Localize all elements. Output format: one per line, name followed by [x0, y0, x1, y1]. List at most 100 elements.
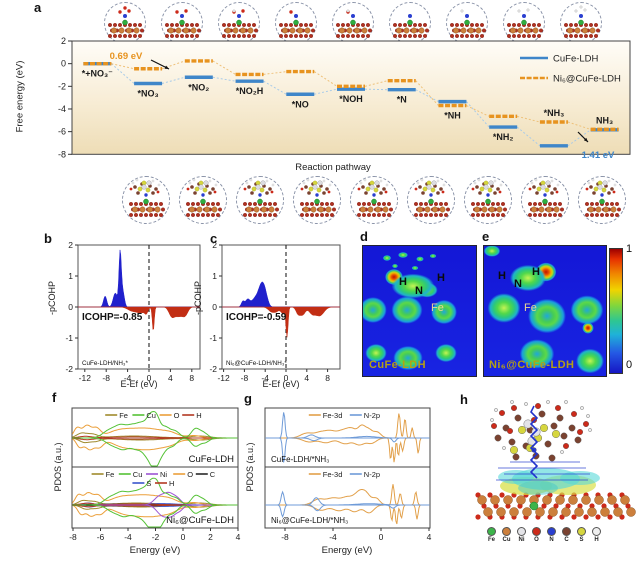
reaction-intermediate-inset — [464, 176, 512, 224]
svg-text:-12: -12 — [79, 373, 92, 383]
legend-item-Ni: Ni — [516, 527, 527, 543]
legend-label: Ni — [518, 537, 525, 543]
density-blob — [397, 251, 409, 259]
svg-text:*NO₃: *NO₃ — [138, 88, 159, 98]
svg-text:-2: -2 — [65, 364, 73, 374]
density-blob — [387, 271, 439, 301]
cohp-plot-cufe-ldh: 2 1 0 -1 -2 -12 -8 -4 0 4 8 ICOHP=-0.85 CuFe-LDH/NH₃… — [65, 240, 201, 383]
svg-text:H: H — [169, 479, 174, 488]
svg-text:Cu: Cu — [146, 411, 156, 420]
h-atom-icon — [592, 527, 601, 536]
svg-text:-12: -12 — [217, 373, 230, 383]
svg-text:*NH₃: *NH₃ — [544, 108, 565, 118]
density-blob — [506, 262, 550, 294]
svg-text:*NO: *NO — [292, 99, 309, 109]
svg-text:Fe: Fe — [119, 411, 128, 420]
cu-atom-icon — [502, 527, 511, 536]
density-blob — [415, 256, 425, 262]
reaction-intermediate-inset — [236, 176, 284, 224]
reaction-intermediate-inset — [389, 2, 431, 44]
reaction-intermediate-inset — [293, 176, 341, 224]
svg-text:-1: -1 — [65, 333, 73, 343]
svg-text:-4: -4 — [261, 373, 269, 383]
legend-label: S — [579, 537, 584, 543]
svg-text:CuFe-LDH/*NH₃: CuFe-LDH/*NH₃ — [271, 455, 329, 464]
svg-text:*NOH: *NOH — [339, 94, 363, 104]
energy-series-Ni₆@CuFe-LDH — [83, 59, 619, 132]
reaction-intermediate-inset — [503, 2, 545, 44]
n-atom-icon — [547, 527, 556, 536]
panel-g-x-axis-label: Energy (eV) — [321, 545, 373, 556]
legend-item-H: H — [591, 527, 602, 543]
svg-text:*NH: *NH — [444, 111, 461, 121]
reaction-intermediate-inset — [446, 2, 488, 44]
svg-text:Fe-3d: Fe-3d — [323, 411, 343, 420]
svg-text:*N: *N — [397, 95, 407, 105]
svg-text:2: 2 — [68, 240, 73, 250]
reaction-intermediate-inset — [122, 176, 170, 224]
reaction-intermediate-inset — [218, 2, 260, 44]
atom-label-fe: Fe — [431, 302, 444, 314]
legend-label: Fe — [487, 537, 495, 543]
density-blob — [573, 346, 606, 376]
svg-text:-4: -4 — [329, 532, 337, 542]
svg-text:*+NO₃⁻: *+NO₃⁻ — [82, 69, 113, 79]
panel-a-y-axis-label: Free energy (eV) — [14, 60, 26, 133]
svg-text:N-2p: N-2p — [364, 411, 380, 420]
panel-d-label: d — [360, 229, 368, 244]
legend-item-Cu: Cu — [501, 527, 512, 543]
svg-text:CuFe-LDH/NH₃*: CuFe-LDH/NH₃* — [82, 360, 129, 367]
svg-text:-2: -2 — [152, 532, 160, 542]
svg-text:S: S — [146, 479, 151, 488]
svg-text:Fe: Fe — [106, 470, 115, 479]
reaction-intermediate-inset — [350, 176, 398, 224]
legend-label: Cu — [502, 537, 511, 543]
svg-text:8: 8 — [189, 373, 194, 383]
density-blob — [525, 296, 569, 336]
svg-text:-8: -8 — [281, 532, 289, 542]
svg-text:8: 8 — [325, 373, 330, 383]
svg-text:-4: -4 — [58, 104, 66, 114]
svg-text:-2: -2 — [209, 364, 217, 374]
svg-text:4: 4 — [304, 373, 309, 383]
svg-text:0: 0 — [284, 373, 289, 383]
panel-f-x-axis-label: Energy (eV) — [129, 545, 181, 556]
panel-b-x-axis-label: E-Ef (eV) — [120, 379, 158, 389]
density-blob — [391, 344, 425, 372]
density-blob — [429, 298, 459, 326]
svg-text:CuFe-LDH: CuFe-LDH — [553, 54, 599, 65]
svg-text:-6: -6 — [97, 532, 105, 542]
svg-text:2: 2 — [208, 532, 213, 542]
svg-text:-8: -8 — [241, 373, 249, 383]
charge-density-map-ni-cufe-ldh: H N H Fe Ni₆@CuFe-LDH — [483, 245, 607, 377]
legend-item-O: O — [531, 527, 542, 543]
svg-text:4: 4 — [236, 532, 241, 542]
svg-text:Cu: Cu — [133, 470, 143, 479]
svg-text:-4: -4 — [124, 373, 132, 383]
ni-atom-icon — [517, 527, 526, 536]
density-blob — [568, 293, 606, 327]
atom-label-h: H — [437, 272, 445, 284]
legend-label: O — [534, 537, 539, 543]
svg-text:*NO₂H: *NO₂H — [236, 86, 264, 96]
panel-g-label: g — [244, 391, 252, 406]
svg-text:ICOHP=-0.59: ICOHP=-0.59 — [226, 312, 287, 323]
svg-text:2: 2 — [61, 36, 66, 46]
density-blob — [433, 342, 459, 364]
reaction-intermediate-inset — [578, 176, 626, 224]
reaction-intermediate-inset — [332, 2, 374, 44]
svg-text:1: 1 — [212, 271, 217, 281]
c-atom-icon — [562, 527, 571, 536]
legend-item-S: S — [576, 527, 587, 543]
map-title: CuFe-LDH — [369, 359, 426, 371]
svg-text:Fe-3d: Fe-3d — [323, 470, 343, 479]
reaction-intermediate-inset — [521, 176, 569, 224]
atom-label-h: H — [399, 276, 407, 288]
legend-label: C — [564, 537, 569, 543]
panel-h-label: h — [460, 392, 468, 407]
svg-text:0: 0 — [212, 302, 217, 312]
reaction-intermediate-inset — [161, 2, 203, 44]
svg-text:CuFe-LDH: CuFe-LDH — [189, 454, 235, 465]
svg-text:Ni₆@CuFe-LDH: Ni₆@CuFe-LDH — [166, 515, 234, 526]
atom-label-h: H — [498, 270, 506, 282]
